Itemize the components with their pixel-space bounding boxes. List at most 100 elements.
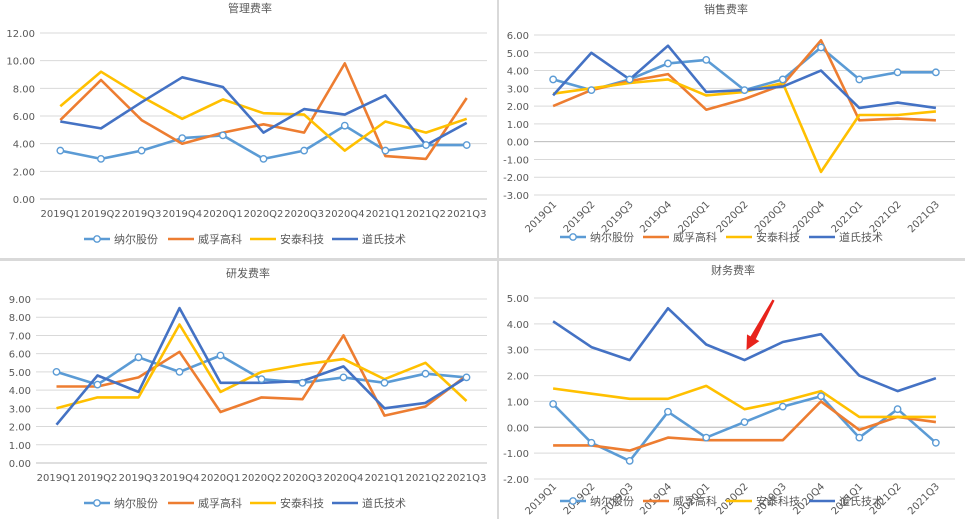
data-point-nair <box>300 146 309 155</box>
data-point-nair <box>740 86 749 95</box>
data-point-nair <box>56 146 65 155</box>
series-line-daoshi <box>60 76 468 147</box>
chart-title: 财务费率 <box>711 263 755 277</box>
data-point-nair <box>93 380 102 389</box>
series-line-weifu <box>553 400 937 452</box>
data-point-nair <box>855 75 864 84</box>
y-tick-label: 5.00 <box>9 368 31 379</box>
legend-label-weifu: 威孚高科 <box>673 230 717 244</box>
data-point-nair <box>893 405 902 414</box>
data-point-nair <box>134 353 143 362</box>
x-tick-label: 2019Q2 <box>81 209 121 220</box>
x-tick-label: 2021Q1 <box>365 473 405 484</box>
x-tick-label: 2019Q4 <box>162 209 202 220</box>
legend-marker-nair <box>569 497 577 505</box>
data-point-nair <box>298 378 307 387</box>
legend-marker-nair <box>93 499 101 507</box>
y-tick-label: 10.00 <box>6 57 35 68</box>
series-line-weifu <box>59 62 468 161</box>
x-tick-label: 2020Q3 <box>753 199 789 235</box>
y-tick-label: -1.00 <box>503 155 529 166</box>
y-tick-label: 2.00 <box>13 167 35 178</box>
legend-label-nair: 纳尔股份 <box>114 233 158 246</box>
data-point-nair <box>421 369 430 378</box>
data-point-nair <box>817 43 825 52</box>
data-point-nair <box>340 121 349 130</box>
x-tick-label: 2020Q3 <box>283 473 323 484</box>
y-tick-label: 5.00 <box>507 294 529 305</box>
y-tick-label: -1.00 <box>503 449 529 460</box>
data-point-nair <box>339 373 348 382</box>
y-tick-label: 2.00 <box>507 372 529 383</box>
chart-panel-finance-rate: 财务费率 -2.00 -1.00 0.00 1.00 2.00 3.00 4.00 5.00 20… <box>499 262 965 519</box>
x-tick-label: 2021Q2 <box>406 473 446 484</box>
data-point-nair <box>178 134 187 143</box>
series-line-daoshi <box>552 306 937 393</box>
y-tick-label: 6.00 <box>507 31 529 42</box>
y-tick-label: 4.00 <box>507 67 529 78</box>
data-point-nair <box>778 402 787 411</box>
x-tick-label: 2021Q1 <box>366 209 406 220</box>
data-point-nair <box>587 86 596 95</box>
y-tick-label: -3.00 <box>503 191 529 202</box>
data-point-nair <box>664 407 672 416</box>
data-point-nair <box>422 141 430 149</box>
legend-label-antai: 安泰科技 <box>280 496 324 510</box>
x-tick-label: 2021Q3 <box>906 199 942 235</box>
data-point-nair <box>702 433 711 442</box>
x-tick-label: 2020Q2 <box>715 199 751 235</box>
series-line-daoshi <box>55 306 468 426</box>
x-tick-label: 2019Q4 <box>638 199 674 235</box>
series-line-antai <box>552 384 936 419</box>
data-point-nair <box>740 418 749 427</box>
x-tick-label: 2020Q1 <box>201 473 241 484</box>
legend-marker-nair <box>569 233 577 241</box>
x-tick-label: 2020Q4 <box>324 473 364 484</box>
x-tick-label: 2021Q3 <box>447 473 487 484</box>
legend-label-daoshi: 道氏技术 <box>362 232 406 246</box>
x-tick-label: 2021Q1 <box>830 199 866 235</box>
data-point-nair <box>549 400 558 408</box>
y-tick-label: 6.00 <box>9 350 31 361</box>
legend-label-antai: 安泰科技 <box>756 494 800 508</box>
y-tick-label: -2.00 <box>503 173 529 184</box>
x-tick-label: 2019Q1 <box>523 199 559 235</box>
y-tick-label: 7.00 <box>9 331 31 342</box>
x-tick-label: 2021Q3 <box>447 209 487 220</box>
chart-finance-rate: 财务费率 -2.00 -1.00 0.00 1.00 2.00 3.00 4.00 5.00 20… <box>503 263 955 517</box>
y-tick-label: 4.00 <box>9 386 31 397</box>
x-tick-label: 2020Q3 <box>284 209 324 220</box>
data-point-nair <box>855 433 864 442</box>
y-tick-label: 8.00 <box>9 313 31 324</box>
y-tick-label: 2.00 <box>9 423 31 434</box>
x-tick-label: 2019Q4 <box>160 473 200 484</box>
x-tick-label: 2021Q2 <box>406 209 446 220</box>
data-point-nair <box>462 141 471 149</box>
data-point-nair <box>218 131 227 140</box>
legend-label-nair: 纳尔股份 <box>590 495 634 508</box>
y-tick-label: 4.00 <box>13 140 35 151</box>
y-tick-label: 4.00 <box>507 320 529 331</box>
x-tick-label: 2019Q2 <box>78 473 118 484</box>
y-tick-label: 1.00 <box>507 397 529 408</box>
x-tick-label: 2019Q3 <box>600 199 636 235</box>
y-tick-label: 5.00 <box>507 49 529 60</box>
chart-sales-rate: 销售费率 -3.00 -2.00 -1.00 0.00 1.00 2.00 3.00 4.00 5… <box>503 2 955 244</box>
data-point-nair <box>380 378 389 387</box>
data-point-nair <box>216 351 225 360</box>
chart-management-rate: 管理费率 0.00 2.00 4.00 6.00 8.00 10.00 12.00 2019Q1… <box>6 1 487 246</box>
data-point-nair <box>259 154 268 163</box>
y-tick-label: 3.00 <box>507 84 529 95</box>
chart-panel-management-rate: 管理费率 0.00 2.00 4.00 6.00 8.00 10.00 12.00 2019Q1… <box>0 0 497 258</box>
y-tick-label: 12.00 <box>6 29 35 40</box>
chart-rd-rate: 研发费率 0.00 1.00 2.00 3.00 4.00 5.00 6.00 7.00 8.00… <box>9 266 487 510</box>
y-tick-label: 3.00 <box>507 346 529 357</box>
data-point-nair <box>257 375 266 384</box>
y-tick-label: 0.00 <box>507 138 529 149</box>
x-tick-label: 2019Q3 <box>122 209 162 220</box>
data-point-nair <box>137 146 146 155</box>
data-point-nair <box>664 59 672 68</box>
legend-label-daoshi: 道氏技术 <box>362 496 406 510</box>
x-tick-label: 2020Q1 <box>203 209 243 220</box>
chart-title: 管理费率 <box>228 1 272 15</box>
